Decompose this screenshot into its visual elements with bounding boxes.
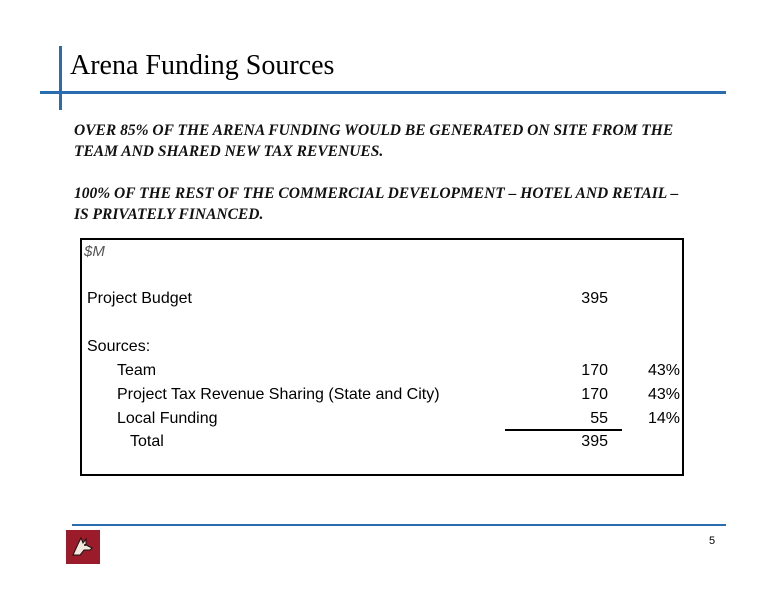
total-value: 395 xyxy=(581,433,608,450)
sum-underline xyxy=(505,429,622,431)
intro-paragraph-1: OVER 85% OF THE ARENA FUNDING WOULD BE G… xyxy=(74,122,674,160)
budget-value: 395 xyxy=(581,290,608,307)
source-row-label: Team xyxy=(117,362,157,379)
source-row-label: Project Tax Revenue Sharing (State and C… xyxy=(117,386,440,403)
funding-table: $M Project Budget 395 Sources: Team 170 … xyxy=(80,238,684,476)
source-row-value: 170 xyxy=(581,362,608,379)
source-row-pct: 43% xyxy=(647,362,680,379)
source-row-pct: 14% xyxy=(647,410,680,427)
title-accent-vertical-bar xyxy=(59,46,62,110)
slide-title: Arena Funding Sources xyxy=(70,50,335,81)
source-row-pct: 43% xyxy=(647,386,680,403)
budget-label: Project Budget xyxy=(87,290,192,307)
coyote-logo-icon xyxy=(66,530,100,564)
source-row-value: 55 xyxy=(590,410,608,427)
sources-label: Sources: xyxy=(87,338,151,355)
source-row-value: 170 xyxy=(581,386,608,403)
footer-divider xyxy=(72,524,726,526)
unit-label: $M xyxy=(84,243,105,260)
page-number: 5 xyxy=(709,535,716,547)
title-accent-horizontal-bar xyxy=(40,91,726,94)
intro-paragraph-2: 100% OF THE REST OF THE COMMERCIAL DEVEL… xyxy=(74,185,679,223)
source-row-label: Local Funding xyxy=(117,410,218,427)
total-label: Total xyxy=(130,433,164,450)
